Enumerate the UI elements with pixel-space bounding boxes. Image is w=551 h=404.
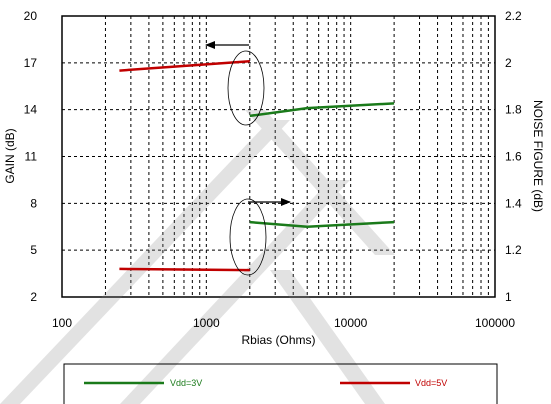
- x-axis-title: Rbias (Ohms): [241, 333, 315, 347]
- y-tick-label-left: 17: [24, 56, 38, 70]
- y-axis-title-right: NOISE FIGURE (dB): [531, 100, 545, 212]
- series-line-noise_figure-vdd5v: [119, 267, 250, 272]
- series-line-gain-vdd5v: [119, 60, 250, 72]
- annotations: [205, 41, 291, 276]
- y-tick-label-left: 8: [30, 196, 37, 210]
- noise-figure-group-ellipse: [229, 198, 267, 276]
- x-tick-label: 100000: [475, 316, 515, 330]
- y-tick-labels-right: 1 1.2 1.4 1.6 1.8 2 2.2: [505, 9, 522, 304]
- y-tick-label-right: 2: [505, 56, 512, 70]
- series-line-noise_figure-vdd3v: [249, 220, 395, 229]
- x-tick-labels: 100 1000 10000 100000: [52, 316, 515, 330]
- y-tick-label-left: 11: [25, 150, 38, 164]
- y-tick-labels-left: 2 5 8 11 14 17 20: [24, 9, 38, 304]
- y-tick-label-right: 2.2: [505, 9, 522, 23]
- grid: [62, 16, 495, 297]
- gain-group-ellipse: [227, 50, 265, 126]
- legend: Vdd=3V Vdd=5V: [63, 363, 498, 404]
- y-tick-label-left: 20: [24, 9, 38, 23]
- legend-label-vdd5v: Vdd=5V: [415, 378, 447, 388]
- x-tick-label: 1000: [193, 316, 220, 330]
- y-axis-title-left: GAIN (dB): [3, 128, 17, 183]
- x-tick-label: 100: [52, 316, 72, 330]
- series-line-gain-vdd3v: [249, 102, 395, 118]
- y-tick-label-left: 14: [24, 103, 38, 117]
- watermark: [0, 110, 395, 404]
- legend-label-vdd3v: Vdd=3V: [170, 378, 202, 388]
- y-tick-label-right: 1: [505, 290, 512, 304]
- y-tick-label-left: 5: [30, 243, 37, 257]
- y-tick-label-right: 1.8: [505, 103, 522, 117]
- series-layer: [119, 60, 395, 272]
- y-tick-label-right: 1.2: [505, 243, 522, 257]
- plot-frame: [61, 15, 496, 298]
- y-tick-label-left: 2: [30, 290, 37, 304]
- y-tick-label-right: 1.6: [505, 150, 522, 164]
- y-tick-label-right: 1.4: [505, 196, 522, 210]
- x-tick-label: 10000: [334, 316, 368, 330]
- legend-box: [63, 363, 498, 404]
